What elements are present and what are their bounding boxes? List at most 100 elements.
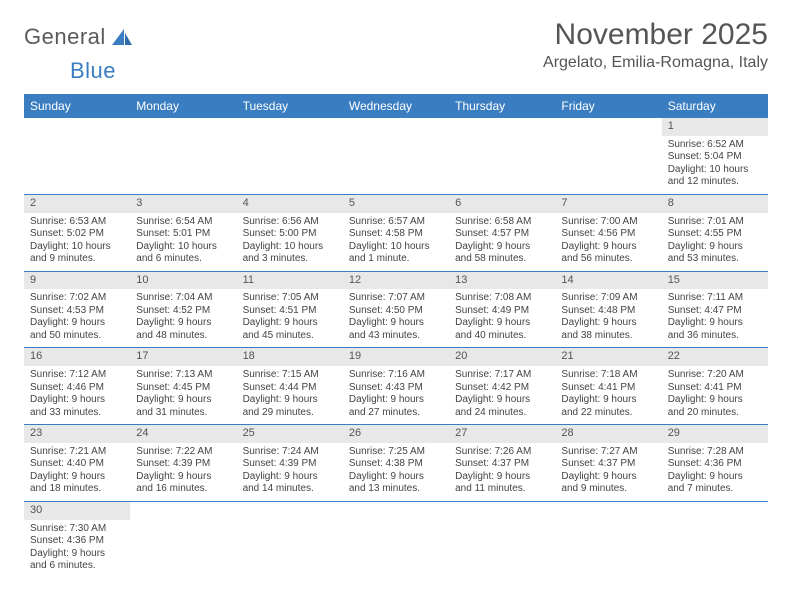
daylight-line-2: and 31 minutes. bbox=[136, 407, 230, 420]
day-number: 7 bbox=[555, 194, 661, 212]
sunset-line: Sunset: 4:40 PM bbox=[30, 458, 124, 471]
day-cell: Sunrise: 7:12 AMSunset: 4:46 PMDaylight:… bbox=[24, 366, 130, 425]
detail-row: Sunrise: 7:30 AMSunset: 4:36 PMDaylight:… bbox=[24, 520, 768, 578]
daynum-row: 23242526272829 bbox=[24, 425, 768, 443]
sunrise-line: Sunrise: 7:26 AM bbox=[455, 446, 549, 459]
daylight-line-1: Daylight: 9 hours bbox=[668, 317, 762, 330]
sunrise-line: Sunrise: 7:30 AM bbox=[30, 523, 124, 536]
daylight-line-1: Daylight: 9 hours bbox=[455, 471, 549, 484]
daylight-line-1: Daylight: 9 hours bbox=[243, 471, 337, 484]
detail-row: Sunrise: 7:21 AMSunset: 4:40 PMDaylight:… bbox=[24, 443, 768, 502]
day-cell: Sunrise: 7:08 AMSunset: 4:49 PMDaylight:… bbox=[449, 289, 555, 348]
day-number: 26 bbox=[343, 425, 449, 443]
sunset-line: Sunset: 4:41 PM bbox=[668, 382, 762, 395]
sunrise-line: Sunrise: 7:04 AM bbox=[136, 292, 230, 305]
empty-cell bbox=[449, 136, 555, 195]
daylight-line-2: and 24 minutes. bbox=[455, 407, 549, 420]
daylight-line-1: Daylight: 10 hours bbox=[349, 241, 443, 254]
weekday-header: Sunday bbox=[24, 94, 130, 118]
daylight-line-1: Daylight: 9 hours bbox=[136, 394, 230, 407]
day-cell: Sunrise: 7:05 AMSunset: 4:51 PMDaylight:… bbox=[237, 289, 343, 348]
empty-cell bbox=[24, 136, 130, 195]
daylight-line-2: and 50 minutes. bbox=[30, 330, 124, 343]
sunset-line: Sunset: 4:42 PM bbox=[455, 382, 549, 395]
day-number: 21 bbox=[555, 348, 661, 366]
daylight-line-1: Daylight: 10 hours bbox=[30, 241, 124, 254]
daylight-line-1: Daylight: 9 hours bbox=[243, 394, 337, 407]
sunset-line: Sunset: 4:36 PM bbox=[668, 458, 762, 471]
daylight-line-2: and 36 minutes. bbox=[668, 330, 762, 343]
daylight-line-2: and 43 minutes. bbox=[349, 330, 443, 343]
sunrise-line: Sunrise: 7:01 AM bbox=[668, 216, 762, 229]
daylight-line-1: Daylight: 9 hours bbox=[561, 241, 655, 254]
daylight-line-1: Daylight: 9 hours bbox=[30, 548, 124, 561]
daylight-line-2: and 16 minutes. bbox=[136, 483, 230, 496]
sunset-line: Sunset: 4:45 PM bbox=[136, 382, 230, 395]
daylight-line-2: and 1 minute. bbox=[349, 253, 443, 266]
daylight-line-2: and 58 minutes. bbox=[455, 253, 549, 266]
sunset-line: Sunset: 4:36 PM bbox=[30, 535, 124, 548]
daylight-line-1: Daylight: 10 hours bbox=[136, 241, 230, 254]
brand-word-2: Blue bbox=[70, 58, 116, 84]
daylight-line-2: and 6 minutes. bbox=[30, 560, 124, 573]
day-cell: Sunrise: 7:01 AMSunset: 4:55 PMDaylight:… bbox=[662, 213, 768, 272]
day-cell: Sunrise: 7:11 AMSunset: 4:47 PMDaylight:… bbox=[662, 289, 768, 348]
daylight-line-1: Daylight: 9 hours bbox=[455, 394, 549, 407]
day-number: 24 bbox=[130, 425, 236, 443]
sunset-line: Sunset: 4:37 PM bbox=[561, 458, 655, 471]
sunset-line: Sunset: 4:51 PM bbox=[243, 305, 337, 318]
day-number: 22 bbox=[662, 348, 768, 366]
daylight-line-2: and 27 minutes. bbox=[349, 407, 443, 420]
day-number: 6 bbox=[449, 194, 555, 212]
day-number: 17 bbox=[130, 348, 236, 366]
day-number: 14 bbox=[555, 271, 661, 289]
day-number: 25 bbox=[237, 425, 343, 443]
sunrise-line: Sunrise: 7:13 AM bbox=[136, 369, 230, 382]
daynum-row: 16171819202122 bbox=[24, 348, 768, 366]
day-cell: Sunrise: 7:17 AMSunset: 4:42 PMDaylight:… bbox=[449, 366, 555, 425]
detail-row: Sunrise: 6:52 AMSunset: 5:04 PMDaylight:… bbox=[24, 136, 768, 195]
sunset-line: Sunset: 5:00 PM bbox=[243, 228, 337, 241]
daylight-line-1: Daylight: 9 hours bbox=[136, 471, 230, 484]
weekday-header: Friday bbox=[555, 94, 661, 118]
empty-cell bbox=[130, 118, 236, 136]
daylight-line-2: and 9 minutes. bbox=[30, 253, 124, 266]
day-number: 16 bbox=[24, 348, 130, 366]
sunrise-line: Sunrise: 7:22 AM bbox=[136, 446, 230, 459]
day-number: 11 bbox=[237, 271, 343, 289]
calendar-body: 1 Sunrise: 6:52 AMSunset: 5:04 PMDayligh… bbox=[24, 118, 768, 578]
daylight-line-2: and 40 minutes. bbox=[455, 330, 549, 343]
sunset-line: Sunset: 5:01 PM bbox=[136, 228, 230, 241]
daylight-line-2: and 20 minutes. bbox=[668, 407, 762, 420]
empty-cell bbox=[555, 520, 661, 578]
sunrise-line: Sunrise: 7:24 AM bbox=[243, 446, 337, 459]
empty-cell bbox=[343, 118, 449, 136]
day-number: 8 bbox=[662, 194, 768, 212]
day-cell: Sunrise: 7:27 AMSunset: 4:37 PMDaylight:… bbox=[555, 443, 661, 502]
sunrise-line: Sunrise: 7:16 AM bbox=[349, 369, 443, 382]
sunset-line: Sunset: 4:52 PM bbox=[136, 305, 230, 318]
day-cell: Sunrise: 6:56 AMSunset: 5:00 PMDaylight:… bbox=[237, 213, 343, 272]
detail-row: Sunrise: 7:02 AMSunset: 4:53 PMDaylight:… bbox=[24, 289, 768, 348]
daylight-line-2: and 22 minutes. bbox=[561, 407, 655, 420]
sunset-line: Sunset: 4:37 PM bbox=[455, 458, 549, 471]
day-cell: Sunrise: 7:24 AMSunset: 4:39 PMDaylight:… bbox=[237, 443, 343, 502]
daylight-line-2: and 6 minutes. bbox=[136, 253, 230, 266]
sunrise-line: Sunrise: 7:17 AM bbox=[455, 369, 549, 382]
day-cell: Sunrise: 7:04 AMSunset: 4:52 PMDaylight:… bbox=[130, 289, 236, 348]
sunrise-line: Sunrise: 7:28 AM bbox=[668, 446, 762, 459]
daylight-line-2: and 18 minutes. bbox=[30, 483, 124, 496]
sunrise-line: Sunrise: 7:02 AM bbox=[30, 292, 124, 305]
daylight-line-1: Daylight: 9 hours bbox=[668, 241, 762, 254]
day-cell: Sunrise: 7:09 AMSunset: 4:48 PMDaylight:… bbox=[555, 289, 661, 348]
day-number: 28 bbox=[555, 425, 661, 443]
sunset-line: Sunset: 4:44 PM bbox=[243, 382, 337, 395]
weekday-header: Tuesday bbox=[237, 94, 343, 118]
empty-cell bbox=[449, 118, 555, 136]
day-cell: Sunrise: 7:30 AMSunset: 4:36 PMDaylight:… bbox=[24, 520, 130, 578]
day-cell: Sunrise: 7:28 AMSunset: 4:36 PMDaylight:… bbox=[662, 443, 768, 502]
daylight-line-2: and 12 minutes. bbox=[668, 176, 762, 189]
day-cell: Sunrise: 6:52 AMSunset: 5:04 PMDaylight:… bbox=[662, 136, 768, 195]
sunrise-line: Sunrise: 6:53 AM bbox=[30, 216, 124, 229]
day-number: 2 bbox=[24, 194, 130, 212]
